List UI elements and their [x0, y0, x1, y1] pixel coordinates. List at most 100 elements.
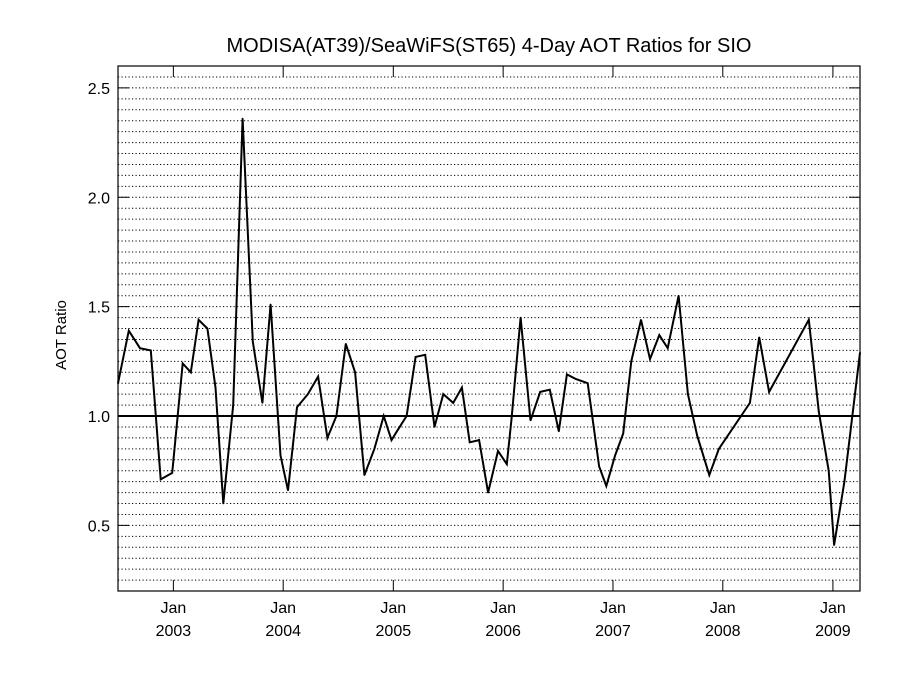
data-point: [344, 343, 347, 345]
data-point: [159, 478, 162, 481]
data-point: [614, 454, 616, 457]
data-point: [487, 491, 489, 494]
data-point: [539, 391, 541, 393]
data-point: [261, 402, 264, 404]
data-point: [677, 294, 680, 297]
data-point: [171, 472, 173, 474]
data-point: [586, 382, 589, 384]
data-point: [529, 419, 532, 422]
data-point: [424, 353, 427, 356]
data-point: [149, 349, 152, 352]
data-point: [817, 410, 820, 413]
data-point: [649, 358, 651, 360]
series-line: [117, 118, 861, 546]
y-tick-label: 1.0: [88, 409, 110, 426]
data-point: [190, 371, 192, 374]
data-point: [468, 441, 471, 444]
data-point: [666, 347, 669, 349]
y-tick-label: 2.0: [88, 190, 110, 207]
data-point: [758, 336, 761, 339]
data-point: [251, 340, 254, 343]
grid-lines: [118, 76, 860, 581]
x-tick-month-label: Jan: [380, 600, 406, 617]
data-point: [658, 334, 661, 336]
x-tick-year-label: 2006: [485, 623, 521, 640]
data-point: [269, 303, 272, 306]
x-tick-month-label: Jan: [490, 600, 516, 617]
data-point: [139, 347, 141, 349]
data-point: [354, 371, 356, 374]
data-point: [181, 362, 184, 365]
data-point: [232, 404, 235, 406]
x-tick-year-label: 2004: [265, 623, 301, 640]
data-point: [317, 375, 319, 378]
data-point: [452, 402, 454, 404]
data-point: [197, 318, 200, 321]
data-point: [390, 439, 393, 441]
data-point: [696, 434, 699, 437]
y-axis-label: AOT Ratio: [53, 300, 70, 370]
data-point: [279, 454, 282, 457]
plot-frame: [117, 65, 861, 592]
data-point: [566, 373, 568, 376]
data-point: [478, 439, 480, 441]
data-point: [307, 393, 309, 395]
x-tick-year-label: 2009: [815, 623, 851, 640]
data-point: [510, 417, 513, 419]
data-point: [206, 327, 209, 330]
data-point: [833, 544, 835, 546]
data-point: [749, 402, 751, 404]
y-tick-label: 2.5: [88, 81, 110, 98]
data-point: [382, 415, 385, 417]
data-point: [519, 316, 522, 319]
data-point: [128, 329, 130, 332]
x-tick-year-label: 2005: [376, 623, 412, 640]
data-point: [373, 448, 376, 450]
data-point: [326, 437, 329, 439]
axes: [117, 65, 861, 592]
data-point: [808, 318, 810, 321]
data-point: [335, 415, 338, 417]
data-point: [442, 393, 445, 395]
x-tick-month-label: Jan: [270, 600, 296, 617]
data-point: [405, 415, 408, 417]
x-tick-month-label: Jan: [160, 600, 186, 617]
data-point: [687, 393, 689, 395]
data-point: [843, 480, 846, 483]
x-tick-year-label: 2007: [595, 623, 631, 640]
data-point: [718, 448, 720, 450]
data-point: [461, 386, 463, 389]
y-tick-label: 1.5: [88, 300, 110, 317]
data-point: [241, 117, 244, 120]
data-point: [505, 463, 508, 465]
x-tick-year-label: 2008: [705, 623, 741, 640]
data-point: [605, 485, 608, 487]
x-tick-month-label: Jan: [710, 600, 736, 617]
data-point: [414, 356, 417, 358]
data-point: [433, 426, 436, 428]
data-point: [222, 502, 225, 505]
data-point: [768, 391, 770, 393]
data-point: [296, 406, 298, 409]
data-point: [574, 378, 577, 380]
data-point: [708, 474, 711, 476]
data-point: [622, 432, 624, 435]
series-layer: [117, 117, 861, 546]
data-point: [548, 388, 551, 391]
data-point: [558, 430, 560, 433]
chart-title: MODISA(AT39)/SeaWiFS(ST65) 4-Day AOT Rat…: [227, 35, 752, 57]
x-tick-month-label: Jan: [820, 600, 846, 617]
data-point: [827, 469, 830, 472]
data-point: [640, 318, 642, 321]
data-point: [363, 474, 366, 476]
data-point: [598, 465, 600, 468]
data-point: [214, 386, 217, 389]
x-tick-month-label: Jan: [600, 600, 626, 617]
y-ticks: 0.5 1.0 1.5 2.0 2.5: [88, 81, 860, 535]
data-point: [287, 489, 289, 492]
x-tick-year-label: 2003: [156, 623, 192, 640]
y-tick-label: 0.5: [88, 518, 110, 535]
data-point: [630, 360, 633, 363]
data-point: [497, 450, 499, 452]
